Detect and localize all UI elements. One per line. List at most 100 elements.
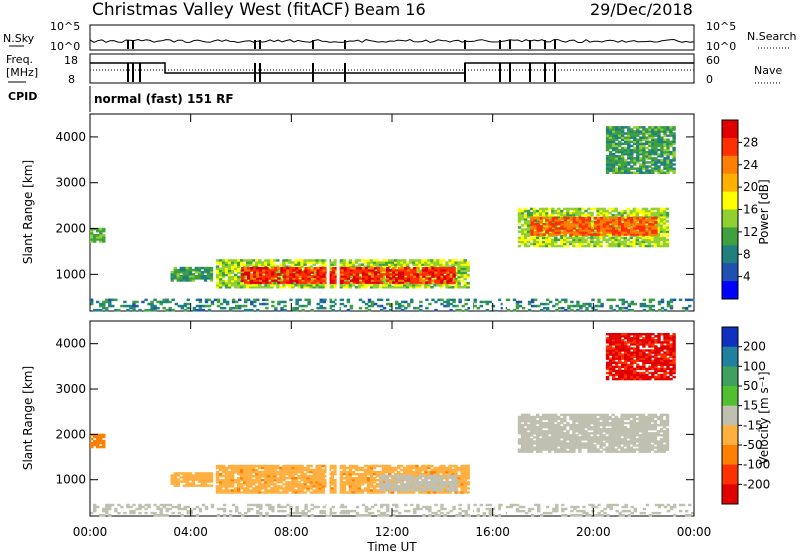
data-cell [378,263,383,266]
data-cell [389,279,393,282]
data-cell [602,213,606,217]
data-cell [185,273,189,276]
data-cell [322,269,326,272]
data-cell [258,479,262,482]
data-cell [261,263,265,266]
data-cell [173,273,177,276]
data-cell [221,489,226,492]
data-cell [93,435,97,439]
data-cell [659,222,664,225]
data-cell [590,222,594,225]
data-cell [291,483,295,486]
data-cell [575,211,579,215]
data-cell [460,487,464,490]
data-cell [656,240,661,244]
data-cell [627,155,631,158]
data-cell [572,238,576,242]
data-cell [224,475,229,478]
data-cell [252,470,256,474]
data-cell [369,286,374,289]
data-cell [642,161,646,164]
data-cell [258,485,262,488]
data-cell [285,261,289,264]
data-cell [153,306,157,310]
data-cell [304,273,308,276]
data-cell [669,140,673,144]
data-cell [672,298,677,302]
data-cell [173,482,177,485]
data-cell [605,130,610,133]
data-cell [367,271,372,274]
data-cell [108,302,112,306]
data-cell [297,464,301,468]
data-cell [466,487,470,490]
data-cell [451,484,456,488]
data-cell [295,269,299,272]
data-cell [659,224,664,227]
data-cell [526,220,531,223]
data-cell [605,229,610,232]
data-cell [283,281,287,284]
data-cell [633,225,637,228]
data-cell [466,483,470,486]
data-cell [454,482,459,486]
data-cell [560,234,564,237]
data-cell [645,304,650,308]
data-cell [615,227,619,230]
data-cell [316,269,320,272]
data-cell [93,308,97,312]
data-cell [627,218,631,222]
data-cell [566,221,571,224]
data-cell [430,468,434,472]
data-cell [557,207,561,211]
data-cell [596,240,600,244]
data-cell [618,128,622,131]
data-cell [258,472,262,476]
data-cell [621,157,625,160]
data-cell [639,146,643,150]
data-cell [584,213,588,217]
data-cell [372,470,377,474]
freq-tick-top: 18 [64,54,78,67]
data-cell [418,470,422,474]
data-cell [372,261,377,264]
data-cell [348,477,353,480]
data-cell [307,302,311,306]
data-cell [201,304,206,308]
data-cell [666,161,670,164]
data-cell [536,225,540,228]
data-cell [237,279,241,283]
data-cell [421,468,425,472]
data-cell [409,464,413,468]
data-cell [443,281,447,284]
data-cell [633,229,637,232]
data-cell [339,491,344,494]
data-cell [587,242,591,246]
data-cell [259,269,263,272]
data-cell [230,263,235,266]
data-cell [596,231,601,234]
data-cell [349,279,354,282]
data-cell [445,265,449,268]
data-cell [238,298,242,302]
data-cell [343,267,348,270]
data-cell [394,489,398,492]
data-cell [615,142,619,146]
data-cell [392,267,396,270]
data-cell [369,475,374,478]
data-cell [543,302,547,306]
data-cell [276,271,280,275]
data-cell [620,244,624,248]
data-cell [372,489,377,492]
data-cell [234,489,238,492]
data-cell [96,439,100,443]
data-cell [179,476,183,479]
data-cell [376,277,381,280]
data-cell [93,441,97,445]
data-cell [277,302,281,306]
data-cell [569,223,574,226]
data-cell [630,132,634,135]
data-cell [581,244,585,248]
data-cell [448,489,453,492]
data-cell [99,229,103,233]
